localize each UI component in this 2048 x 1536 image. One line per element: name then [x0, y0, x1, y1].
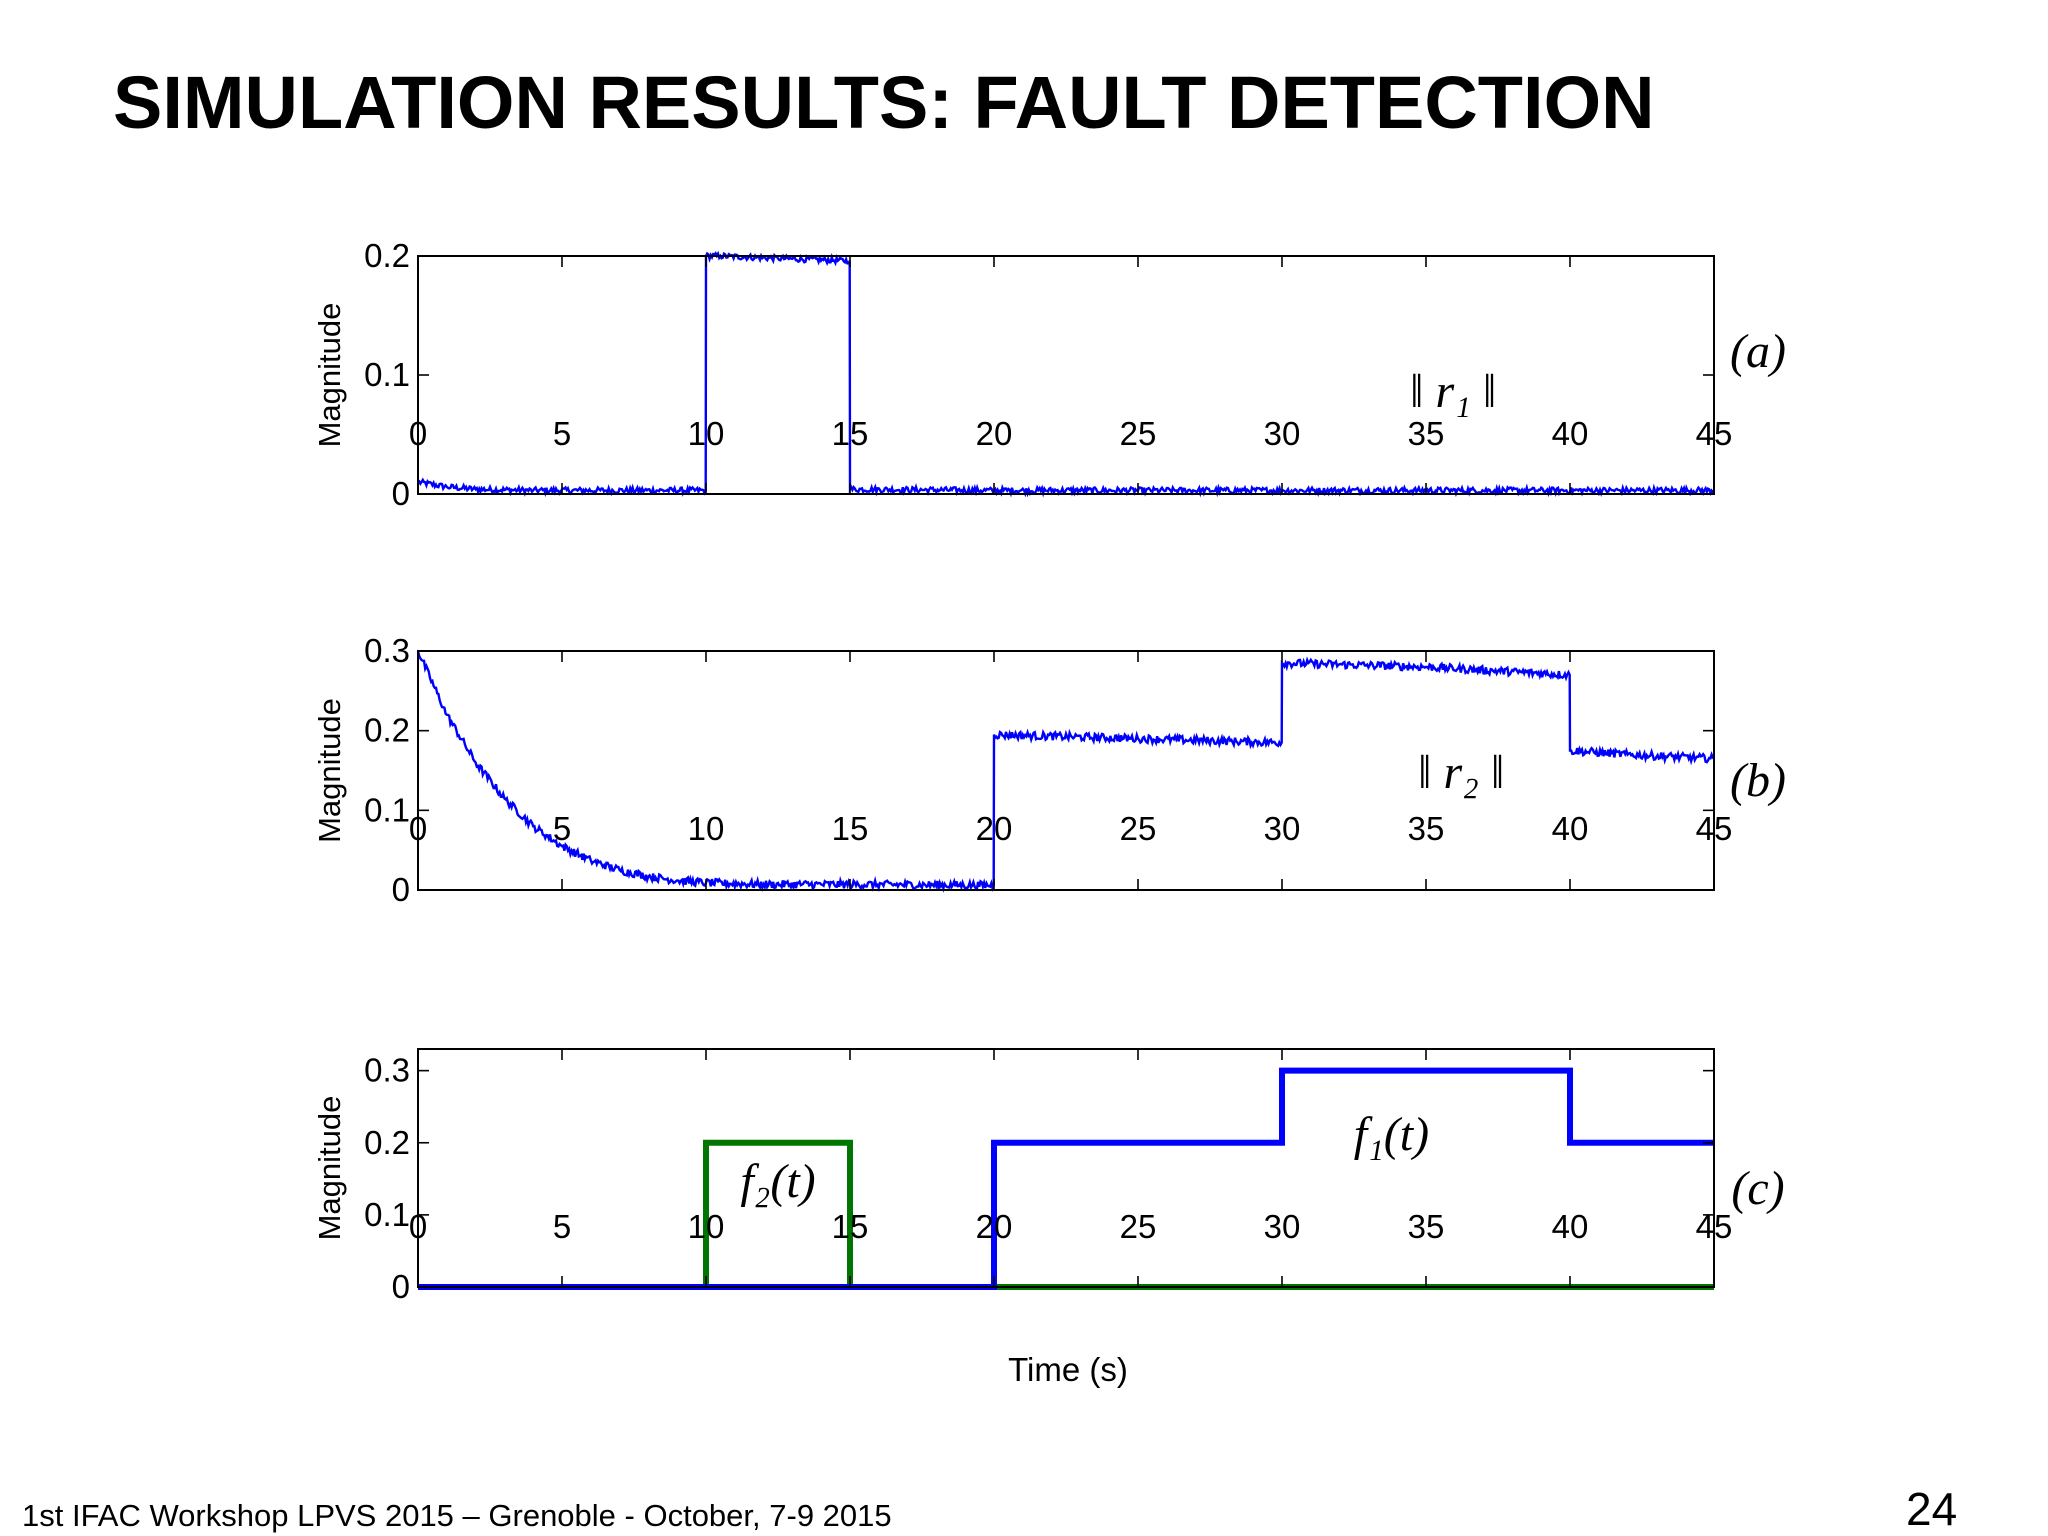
x-tick-label: 5 [553, 810, 571, 847]
x-tick-label: 20 [976, 1208, 1013, 1245]
panel-label: (b) [1730, 754, 1786, 807]
x-tick-label: 30 [1264, 810, 1301, 847]
x-tick-label: 30 [1264, 1208, 1301, 1245]
y-tick-label: 0.2 [364, 712, 410, 749]
x-tick-label: 10 [688, 1208, 725, 1245]
x-tick-label: 10 [688, 810, 725, 847]
chart-panel-3: 0 5 10 15 20 25 30 35 40 4500.10.20.3MagnitudeTim… [312, 1048, 1785, 1388]
panel-label: (c) [1731, 1162, 1784, 1215]
x-tick-label: 0 [409, 810, 427, 847]
y-tick-label: 0.1 [364, 356, 410, 393]
x-tick-label: 15 [832, 1208, 869, 1245]
x-tick-label: 5 [553, 415, 571, 452]
y-tick-label: 0.3 [364, 632, 410, 669]
x-tick-label: 20 [976, 810, 1013, 847]
series-line-residual [416, 650, 1715, 893]
x-tick-label: 35 [1408, 415, 1445, 452]
x-tick-label: 10 [688, 415, 725, 452]
slide-footer: 1st IFAC Workshop LPVS 2015 – Grenoble -… [22, 1498, 892, 1533]
y-tick-label: 0.1 [364, 1196, 410, 1233]
series-line-f1t [418, 1067, 1714, 1290]
page-number: 24 [1906, 1483, 1958, 1535]
residual-annotation: ‖ r₂ ‖ [1418, 746, 1504, 799]
x-tick-label: 40 [1552, 810, 1589, 847]
slide-title: SIMULATION RESULTS: FAULT DETECTION [113, 61, 1655, 144]
x-tick-label: 45 [1696, 415, 1733, 452]
x-tick-label: 0 [409, 1208, 427, 1245]
fault-annotation-2: f₁(t) [1354, 1108, 1429, 1161]
x-tick-label: 15 [832, 415, 869, 452]
y-axis-label: Magnitude [312, 303, 347, 448]
plot-frame [417, 650, 1715, 891]
plot-frame [417, 255, 1715, 495]
x-tick-label: 25 [1120, 1208, 1157, 1245]
y-axis-label: Magnitude [312, 1096, 347, 1241]
x-tick-label: 15 [832, 810, 869, 847]
x-tick-label: 40 [1552, 415, 1589, 452]
x-tick-label: 45 [1696, 810, 1733, 847]
series-line-residual [417, 250, 1715, 498]
y-tick-label: 0 [392, 475, 410, 512]
y-tick-label: 0.2 [364, 237, 410, 274]
x-tick-label: 20 [976, 415, 1013, 452]
y-tick-label: 0.3 [364, 1052, 410, 1089]
x-tick-label: 5 [553, 1208, 571, 1245]
x-tick-label: 30 [1264, 415, 1301, 452]
series-line-f2t [418, 1139, 1714, 1290]
panel-label: (a) [1730, 325, 1786, 378]
x-tick-label: 25 [1120, 810, 1157, 847]
x-axis-label: Time (s) [1008, 1351, 1128, 1388]
x-tick-label: 0 [409, 415, 427, 452]
residual-annotation: ‖ r₁ ‖ [1410, 365, 1496, 418]
y-tick-label: 0.1 [364, 791, 410, 828]
x-tick-label: 35 [1408, 810, 1445, 847]
chart-panel-1: 0 5 10 15 20 25 30 35 40 45 0 0.1 0.2 Magnitude (a) ‖ r… [312, 237, 1786, 512]
plot-frame [417, 1048, 1715, 1288]
y-tick-label: 0 [392, 871, 410, 908]
x-tick-label: 35 [1408, 1208, 1445, 1245]
x-tick-label: 40 [1552, 1208, 1589, 1245]
x-tick-label: 25 [1120, 415, 1157, 452]
y-tick-label: 0.2 [364, 1124, 410, 1161]
x-tick-label: 45 [1696, 1208, 1733, 1245]
fault-annotation-1: f₂(t) [740, 1155, 815, 1208]
y-axis-label: Magnitude [312, 698, 347, 843]
y-tick-label: 0 [392, 1268, 410, 1305]
